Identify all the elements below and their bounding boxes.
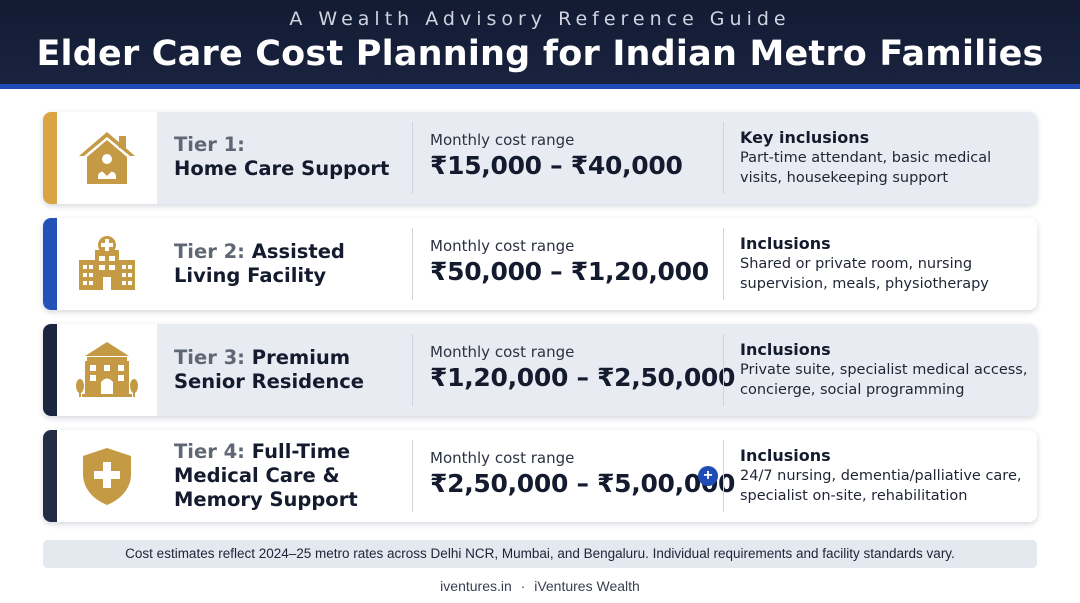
home-heart-icon: [79, 132, 135, 184]
tier-3-cost-range: ₹1,20,000 – ₹2,50,000: [430, 363, 736, 392]
tier-2-name: Tier 2: Assisted Living Facility: [174, 240, 404, 288]
tier-1-icon-box: [57, 112, 157, 204]
tier-2-title-line2: Living Facility: [174, 264, 327, 287]
tier-1-name: Tier 1: Home Care Support: [174, 133, 404, 181]
tier-2-divider-right: [723, 228, 724, 300]
residence-building-icon: [76, 342, 138, 397]
tier-3-divider-right: [723, 334, 724, 406]
tier-4-divider-right: [723, 440, 724, 512]
tier-4-divider-left: [412, 440, 413, 512]
tier-3-body: Tier 3: Premium Senior Residence Monthly…: [157, 324, 1037, 416]
tier-2-body: Tier 2: Assisted Living Facility Monthly…: [157, 218, 1037, 310]
tier-2-accent: [43, 218, 57, 310]
tier-1-cost-label: Monthly cost range: [430, 131, 575, 149]
tier-1-label: Tier 1:: [174, 133, 245, 156]
footer-separator: ·: [520, 578, 526, 594]
tier-4-title-line1: Full-Time: [251, 440, 351, 463]
tier-1-divider-left: [412, 122, 413, 194]
tier-1-body: Tier 1: Home Care Support Monthly cost r…: [157, 112, 1037, 204]
medical-shield-icon: [83, 448, 131, 505]
tier-4-accent: [43, 430, 57, 522]
tier-4-card: Tier 4: Full-Time Medical Care & Memory …: [43, 430, 1037, 522]
tier-3-inclusions-label: Inclusions: [740, 340, 831, 359]
tier-3-card: Tier 3: Premium Senior Residence Monthly…: [43, 324, 1037, 416]
tier-2-title-line1: Assisted: [251, 240, 345, 263]
tier-3-label: Tier 3:: [174, 346, 245, 369]
tier-3-divider-left: [412, 334, 413, 406]
tier-4-title-line2: Medical Care &: [174, 464, 340, 487]
tier-1-inclusions-label: Key inclusions: [740, 128, 870, 147]
footer-brand: iVentures Wealth: [534, 578, 640, 594]
tier-1-inclusions: Part-time attendant, basic medical visit…: [740, 150, 992, 186]
tier-1-accent: [43, 112, 57, 204]
tier-4-icon-box: [57, 430, 157, 522]
tier-2-label: Tier 2:: [174, 240, 245, 263]
plus-icon: +: [698, 466, 718, 486]
hospital-building-icon: [79, 236, 135, 290]
tier-3-name: Tier 3: Premium Senior Residence: [174, 346, 404, 394]
tier-3-accent: [43, 324, 57, 416]
tier-3-icon-box: [57, 324, 157, 416]
tier-4-body: Tier 4: Full-Time Medical Care & Memory …: [157, 430, 1037, 522]
tier-2-cost-range: ₹50,000 – ₹1,20,000: [430, 257, 709, 286]
guide-subtitle: A Wealth Advisory Reference Guide: [289, 8, 791, 30]
tier-4-label: Tier 4:: [174, 440, 245, 463]
tier-4-inclusions-label: Inclusions: [740, 446, 831, 465]
footer: iventures.in · iVentures Wealth: [0, 578, 1080, 594]
tier-1-cost-range: ₹15,000 – ₹40,000: [430, 151, 683, 180]
tier-4-cost-label: Monthly cost range: [430, 449, 575, 467]
tier-2-cost-label: Monthly cost range: [430, 237, 575, 255]
tier-3-title-line2: Senior Residence: [174, 370, 365, 393]
tier-2-inclusions-label: Inclusions: [740, 234, 831, 253]
tier-2-divider-left: [412, 228, 413, 300]
tier-2-inclusions: Shared or private room, nursing supervis…: [740, 256, 989, 292]
tier-3-cost-label: Monthly cost range: [430, 343, 575, 361]
tier-4-cost-range: ₹2,50,000 – ₹5,00,000: [430, 469, 736, 498]
footer-site: iventures.in: [440, 578, 512, 594]
page-title: Elder Care Cost Planning for Indian Metr…: [36, 34, 1044, 74]
header-banner: A Wealth Advisory Reference Guide Elder …: [0, 0, 1080, 84]
tier-1-card: Tier 1: Home Care Support Monthly cost r…: [43, 112, 1037, 204]
tier-4-name: Tier 4: Full-Time Medical Care & Memory …: [174, 440, 404, 512]
tier-3-title-line1: Premium: [251, 346, 351, 369]
header-stripe: [0, 84, 1080, 89]
tier-3-inclusions: Private suite, specialist medical access…: [740, 362, 1028, 398]
tier-4-inclusions: 24/7 nursing, dementia/palliative care, …: [740, 468, 1022, 504]
disclaimer-note: Cost estimates reflect 2024–25 metro rat…: [43, 540, 1037, 568]
tier-4-title-line3: Memory Support: [174, 488, 358, 511]
tier-2-icon-box: [57, 218, 157, 310]
tier-1-title: Home Care Support: [174, 157, 390, 180]
tier-1-divider-right: [723, 122, 724, 194]
tier-2-card: Tier 2: Assisted Living Facility Monthly…: [43, 218, 1037, 310]
